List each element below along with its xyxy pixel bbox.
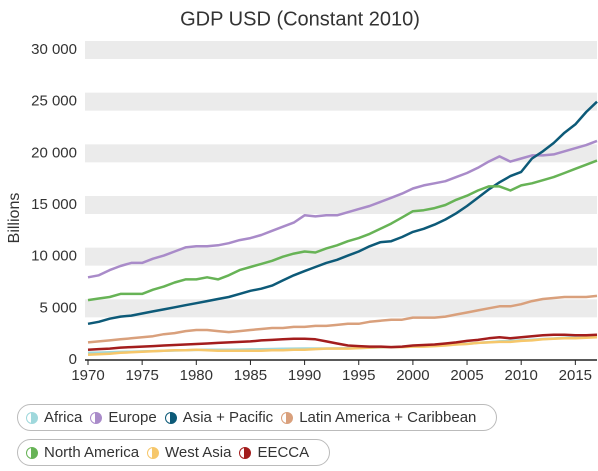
legend-item[interactable]: West Asia	[147, 444, 231, 461]
legend-group: North America West Asia EECCA	[17, 439, 331, 466]
y-tick-label: 30 000	[31, 41, 77, 58]
legend-label: Europe	[108, 409, 157, 426]
series-line	[87, 100, 598, 326]
legend-label: Africa	[44, 409, 83, 426]
grid-band	[85, 92, 597, 111]
chart-title: GDP USD (Constant 2010)	[180, 8, 420, 30]
legend-label: North America	[44, 444, 140, 461]
grid-band	[85, 247, 597, 266]
y-tick-label: 15 000	[31, 196, 77, 213]
legend-item[interactable]: Asia + Pacific	[164, 409, 274, 426]
grid-band	[85, 144, 597, 163]
y-tick-label: 5 000	[39, 299, 77, 316]
series-line	[87, 333, 598, 351]
legend-item[interactable]: Europe	[90, 409, 157, 426]
series-line	[87, 139, 598, 279]
x-tick-label: 1985	[234, 367, 267, 384]
legend-label: EECCA	[257, 444, 310, 461]
legend-item[interactable]: EECCA	[239, 444, 309, 461]
legend-icon	[26, 411, 38, 424]
legend-icon	[147, 446, 160, 459]
x-tick-label: 1990	[288, 367, 321, 384]
chart: GDP USD (Constant 2010) Billions 0 5 000 1…	[6, 8, 598, 384]
legend-item[interactable]: Africa	[26, 409, 82, 426]
legend-icon	[281, 411, 294, 424]
legend-icon	[26, 446, 38, 459]
legend-label: West Asia	[165, 444, 232, 461]
grid-band	[85, 41, 597, 59]
x-tick-label: 2005	[450, 367, 483, 384]
y-tick-label: 10 000	[31, 248, 77, 265]
x-tick-label: 1975	[125, 367, 158, 384]
legend: Africa Europe Asia + Pacific Latin America …	[17, 404, 562, 466]
series-line	[87, 336, 598, 357]
x-tick-label: 1995	[342, 367, 375, 384]
legend-group: Africa Europe Asia + Pacific Latin America …	[17, 404, 498, 431]
x-tick-label: 1970	[71, 367, 104, 384]
series-line	[87, 159, 598, 302]
legend-label: Latin America + Caribbean	[299, 409, 477, 426]
x-tick-label: 2015	[559, 367, 592, 384]
x-tick-label: 2000	[396, 367, 429, 384]
series-line	[87, 294, 598, 344]
legend-label: Asia + Pacific	[182, 409, 274, 426]
legend-icon	[164, 411, 177, 424]
x-tick-label: 2010	[505, 367, 538, 384]
y-tick-label: 25 000	[31, 93, 77, 110]
y-tick-label: 20 000	[31, 144, 77, 161]
x-tick-label: 1980	[180, 367, 213, 384]
y-axis-label: Billions	[6, 193, 23, 244]
grid-band	[85, 299, 597, 318]
y-tick-label: 0	[69, 351, 77, 368]
legend-icon	[90, 411, 103, 424]
legend-icon	[239, 446, 252, 459]
grid-band	[85, 196, 597, 214]
legend-item[interactable]: North America	[26, 444, 139, 461]
legend-item[interactable]: Latin America + Caribbean	[281, 409, 476, 426]
